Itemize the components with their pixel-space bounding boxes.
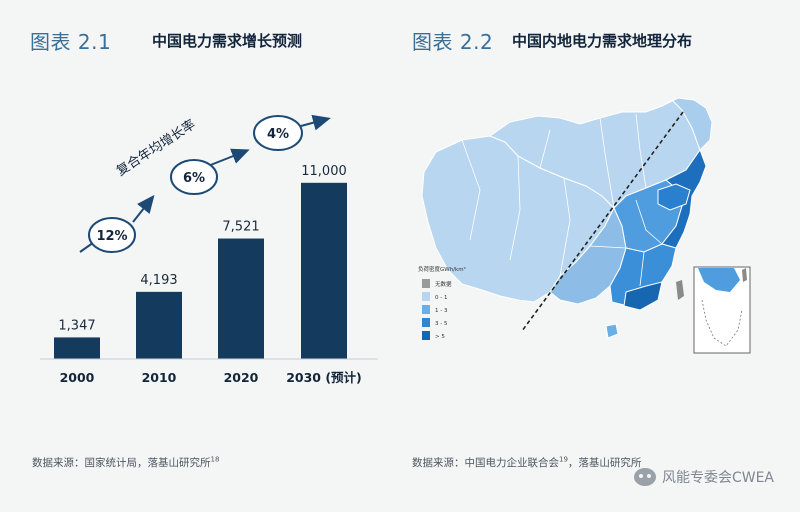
growth-arrow-segment (300, 114, 331, 131)
map-region-taiwan (676, 280, 684, 300)
legend-swatch (422, 331, 430, 340)
source-ref: 19 (559, 455, 568, 464)
figure-number: 图表 2.1 (30, 30, 112, 54)
legend-label: > 5 (435, 334, 445, 340)
bar-2010 (136, 291, 182, 359)
watermark: 风能专委会CWEA (633, 467, 774, 487)
bar-chart: 1,347 2000 4,193 2010 7,521 2020 11,000 2030 (预… (40, 114, 378, 385)
growth-rate-label: 12% (96, 229, 127, 244)
figure-title: 中国内地电力需求地理分布 (512, 32, 693, 50)
bar-value-label: 7,521 (222, 220, 259, 235)
source-text: 数据来源：中国电力企业联合会 (412, 457, 559, 469)
legend-label: 无数据 (435, 280, 452, 288)
hu-line (521, 111, 684, 332)
x-tick-label: 2000 (60, 370, 95, 385)
province-borders (461, 113, 663, 287)
figure-2-1-panel: 图表 2.1 中国电力需求增长预测 1,347 2000 4,193 2010 7,52… (30, 30, 378, 470)
inset-dash-line (701, 299, 743, 347)
legend-label: 0 - 1 (435, 295, 447, 301)
growth-rate-bubble (253, 115, 303, 151)
figure-2-2-panel: 图表 2.2 中国内地电力需求地理分布 (400, 0, 800, 512)
legend-label: 1 - 3 (435, 308, 448, 314)
source-note: 数据来源：中国电力企业联合会19，落基山研究所 (412, 455, 641, 470)
map-region-northeast (661, 97, 713, 151)
legend-title: 负荷密度GWh/km² (418, 265, 466, 273)
legend-swatch (422, 318, 430, 327)
figure-title: 中国电力需求增长预测 (152, 32, 303, 50)
wechat-icon (633, 468, 656, 486)
bar-value-label: 1,347 (58, 318, 95, 333)
inset-land (698, 268, 740, 292)
inset-island (742, 268, 747, 282)
bar-2000 (54, 337, 100, 359)
source-note: 数据来源：国家统计局，落基山研究所18 (32, 455, 219, 470)
bar-2020 (218, 238, 264, 359)
growth-rate-annotation: 12% 6% 4% 复合年均增长率 (79, 114, 331, 253)
growth-rate-bubble (170, 159, 218, 195)
source-ref: 18 (210, 455, 220, 464)
growth-arrow-segment (207, 148, 250, 167)
legend-swatch (422, 305, 430, 314)
map-region-hainan (605, 323, 619, 339)
bar-value-label: 11,000 (301, 164, 347, 179)
x-tick-label: 2010 (142, 370, 177, 385)
legend-swatch (422, 292, 430, 301)
x-tick-label: 2030 (预计) (286, 370, 362, 385)
figure-number: 图表 2.2 (412, 30, 494, 54)
growth-rate-bubble (88, 217, 136, 253)
legend-label: 3 - 5 (435, 321, 448, 327)
bar-2030 (预计) (301, 182, 347, 359)
growth-rate-label: 6% (183, 171, 205, 186)
map-legend: 无数据 0 - 1 1 - 3 3 - 5 > 5 (422, 279, 452, 340)
growth-arrow-segment (132, 194, 155, 223)
source-text-tail: ，落基山研究所 (567, 457, 642, 469)
x-tick-label: 2020 (224, 370, 259, 385)
china-demand-map: 负荷密度GWh/km² 无数据 0 - 1 1 - 3 3 - 5 > 5 (418, 97, 751, 354)
map-region-guangdong (623, 281, 663, 311)
watermark-text: 风能专委会CWEA (661, 470, 774, 486)
map-region-shandong (657, 183, 691, 211)
bar-value-label: 4,193 (140, 273, 177, 288)
legend-swatch (422, 279, 430, 288)
growth-rate-label: 4% (267, 127, 289, 142)
source-text: 数据来源：国家统计局，落基山研究所 (32, 457, 211, 469)
